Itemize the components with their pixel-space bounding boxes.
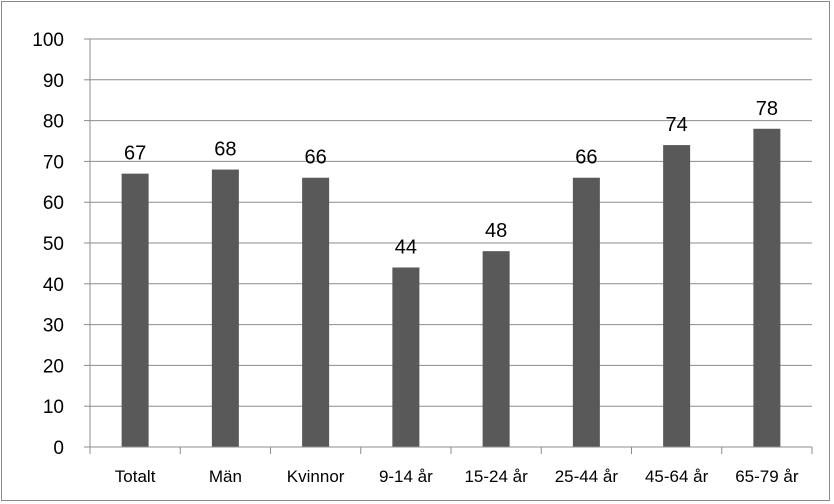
y-tick-label: 100	[32, 30, 64, 51]
x-tick-label: Totalt	[115, 467, 156, 486]
y-tick-label: 20	[43, 356, 64, 377]
data-label: 66	[575, 147, 597, 169]
data-label: 78	[756, 98, 778, 120]
y-tick-label: 30	[43, 316, 64, 337]
bar	[482, 251, 510, 447]
x-tick-label: 45-64 år	[645, 467, 709, 486]
y-tick-label: 70	[43, 152, 64, 173]
y-tick-label: 60	[43, 193, 64, 214]
y-tick-label: 90	[43, 71, 64, 92]
bar	[121, 173, 149, 447]
y-tick-label: 10	[43, 397, 64, 418]
axes	[84, 38, 813, 454]
bar	[302, 177, 330, 447]
x-tick-label: 15-24 år	[464, 467, 528, 486]
y-tick-label: 0	[53, 438, 64, 459]
y-tick-label: 40	[43, 275, 64, 296]
y-tick-label: 50	[43, 234, 64, 255]
data-label: 67	[124, 143, 146, 165]
y-tick-label: 80	[43, 112, 64, 133]
data-label: 48	[485, 220, 507, 242]
bar	[572, 177, 600, 447]
bar	[753, 128, 781, 447]
x-tick-label: 9-14 år	[379, 467, 433, 486]
x-tick-label: 25-44 år	[555, 467, 619, 486]
data-label: 68	[214, 139, 236, 161]
bar	[663, 145, 691, 447]
labels: 0 10 20 30 40 50 60 70 80 90 100 67 Totalt 68 Män 66 Kvi…	[32, 30, 799, 486]
data-label: 66	[305, 147, 327, 169]
x-tick-label: 65-79 år	[735, 467, 799, 486]
gridlines	[90, 38, 812, 407]
x-tick-label: Män	[209, 467, 242, 486]
x-tick-label: Kvinnor	[287, 467, 345, 486]
bar	[392, 267, 420, 447]
bar	[211, 169, 239, 447]
data-label: 74	[666, 114, 688, 136]
bars	[121, 128, 781, 447]
data-label: 44	[395, 236, 417, 258]
